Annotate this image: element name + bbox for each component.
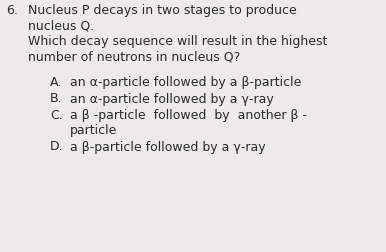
Text: C.: C. [50,109,63,122]
Text: number of neutrons in nucleus Q?: number of neutrons in nucleus Q? [28,50,240,64]
Text: an α-particle followed by a β-particle: an α-particle followed by a β-particle [70,76,301,89]
Text: D.: D. [50,141,64,153]
Text: nucleus Q.: nucleus Q. [28,19,94,33]
Text: B.: B. [50,92,63,106]
Text: a β-particle followed by a γ-ray: a β-particle followed by a γ-ray [70,141,266,153]
Text: Nucleus P decays in two stages to produce: Nucleus P decays in two stages to produc… [28,4,297,17]
Text: an α-particle followed by a γ-ray: an α-particle followed by a γ-ray [70,92,274,106]
Text: particle: particle [70,124,117,137]
Text: A.: A. [50,76,62,89]
Text: Which decay sequence will result in the highest: Which decay sequence will result in the … [28,35,327,48]
Text: 6.: 6. [6,4,18,17]
Text: a β -particle  followed  by  another β -: a β -particle followed by another β - [70,109,307,122]
